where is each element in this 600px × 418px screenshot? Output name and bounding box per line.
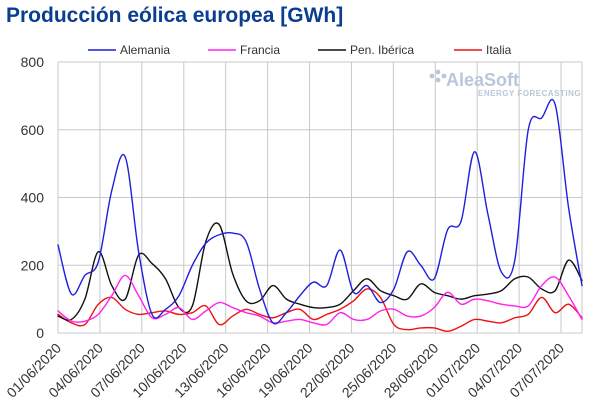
series-line-francia bbox=[57, 274, 583, 326]
y-axis-ticks: 0 200 400 600 800 bbox=[21, 54, 45, 341]
series-line-pen-iberica bbox=[57, 222, 583, 321]
legend-label: Francia bbox=[240, 43, 280, 57]
legend-label: Alemania bbox=[120, 43, 170, 57]
y-tick-label: 600 bbox=[21, 122, 45, 138]
logo-dot bbox=[435, 69, 441, 75]
y-tick-label: 800 bbox=[21, 54, 45, 70]
series-lines bbox=[57, 98, 583, 333]
y-tick-label: 400 bbox=[21, 190, 45, 206]
aleasoft-logo-icon bbox=[429, 69, 447, 83]
series-line-italia bbox=[57, 288, 583, 333]
series-line-alemania bbox=[57, 98, 583, 325]
logo-dot bbox=[435, 77, 441, 83]
legend-label: Italia bbox=[486, 43, 512, 57]
legend: Alemania Francia Pen. Ibérica Italia bbox=[88, 43, 512, 57]
x-axis-ticks: 01/06/202004/06/202007/06/202010/06/2020… bbox=[3, 340, 567, 401]
aleasoft-watermark: AleaSoft ENERGY FORECASTING bbox=[429, 69, 581, 98]
grid bbox=[57, 61, 583, 334]
logo-dot bbox=[441, 73, 447, 79]
chart-title: Producción eólica europea [GWh] bbox=[6, 4, 344, 27]
watermark-sub: ENERGY FORECASTING bbox=[478, 89, 581, 98]
y-tick-label: 0 bbox=[36, 325, 44, 341]
watermark-main: AleaSoft bbox=[446, 70, 519, 90]
logo-dot bbox=[429, 73, 435, 79]
y-tick-label: 200 bbox=[21, 257, 45, 273]
legend-label: Pen. Ibérica bbox=[350, 43, 414, 57]
